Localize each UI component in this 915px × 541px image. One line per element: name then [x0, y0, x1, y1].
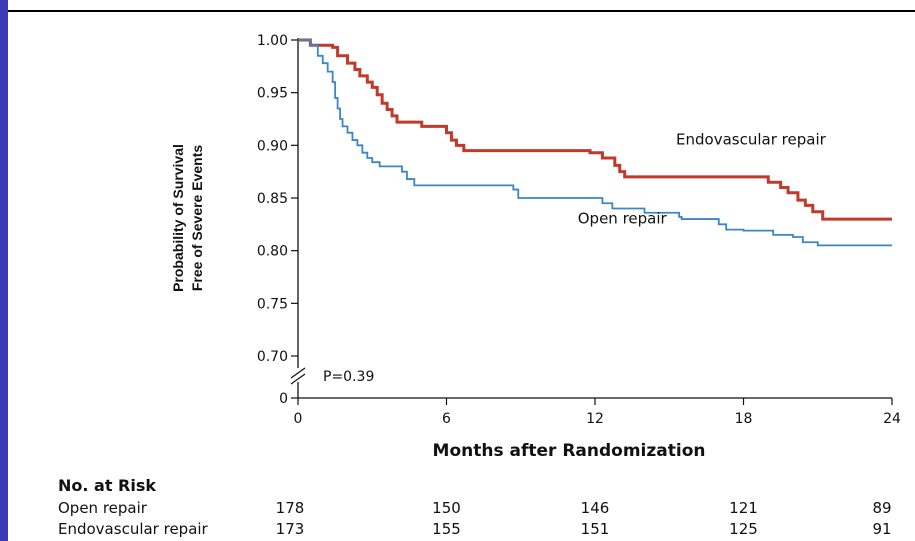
risk-value: 173	[275, 520, 305, 538]
y-axis-label-line2: Free of Severe Events	[189, 144, 206, 292]
y-tick-label: 0.85	[257, 191, 288, 207]
risk-value: 121	[729, 499, 758, 517]
figure-frame	[8, 0, 915, 541]
x-tick-label: 24	[883, 411, 901, 427]
top-rule	[8, 10, 915, 12]
risk-value: 151	[580, 520, 610, 538]
open-repair-label: Open repair	[578, 209, 668, 227]
y-axis-label-line1: Probability of Survival	[169, 144, 186, 292]
x-tick-label: 0	[294, 411, 303, 427]
axis-break-mark	[290, 367, 306, 379]
risk-value: 146	[580, 499, 610, 517]
open-repair-curve	[298, 39, 892, 247]
x-tick-label: 18	[735, 411, 753, 427]
y-tick-label: 1.00	[257, 33, 288, 49]
x-tick-label: 6	[442, 411, 451, 427]
y-tick-label: 0.80	[257, 244, 288, 260]
risk-value: 91	[872, 520, 892, 538]
y-tick-label: 0.90	[257, 138, 288, 154]
p-value-annotation: P=0.39	[323, 369, 374, 385]
x-axis-title: Months after Randomization	[432, 441, 706, 461]
risk-value: 155	[432, 520, 461, 538]
risk-table-title: No. at Risk	[58, 476, 157, 495]
risk-value: 150	[432, 499, 461, 517]
y-tick-label: 0	[279, 391, 288, 407]
axis-break-mark	[290, 373, 306, 385]
y-tick-label: 0.75	[257, 296, 288, 312]
curves	[298, 38, 892, 247]
risk-value: 89	[872, 499, 892, 517]
y-tick-label: 0.70	[257, 349, 288, 365]
axes	[290, 38, 893, 405]
endovascular-repair-label: Endovascular repair	[676, 130, 827, 148]
chart-labels: 1.00 0.95 0.90 0.85 0.80 0.75 0.70 00 6 12 18 24 End…	[257, 33, 901, 427]
risk-value: 125	[729, 520, 758, 538]
y-tick-label: 0.95	[257, 86, 288, 102]
risk-row-label: Open repair	[58, 499, 147, 517]
endovascular-repair-curve	[298, 38, 892, 221]
x-tick-label: 12	[586, 411, 604, 427]
risk-value: 178	[275, 499, 305, 517]
risk-row-label: Endovascular repair	[58, 520, 208, 538]
